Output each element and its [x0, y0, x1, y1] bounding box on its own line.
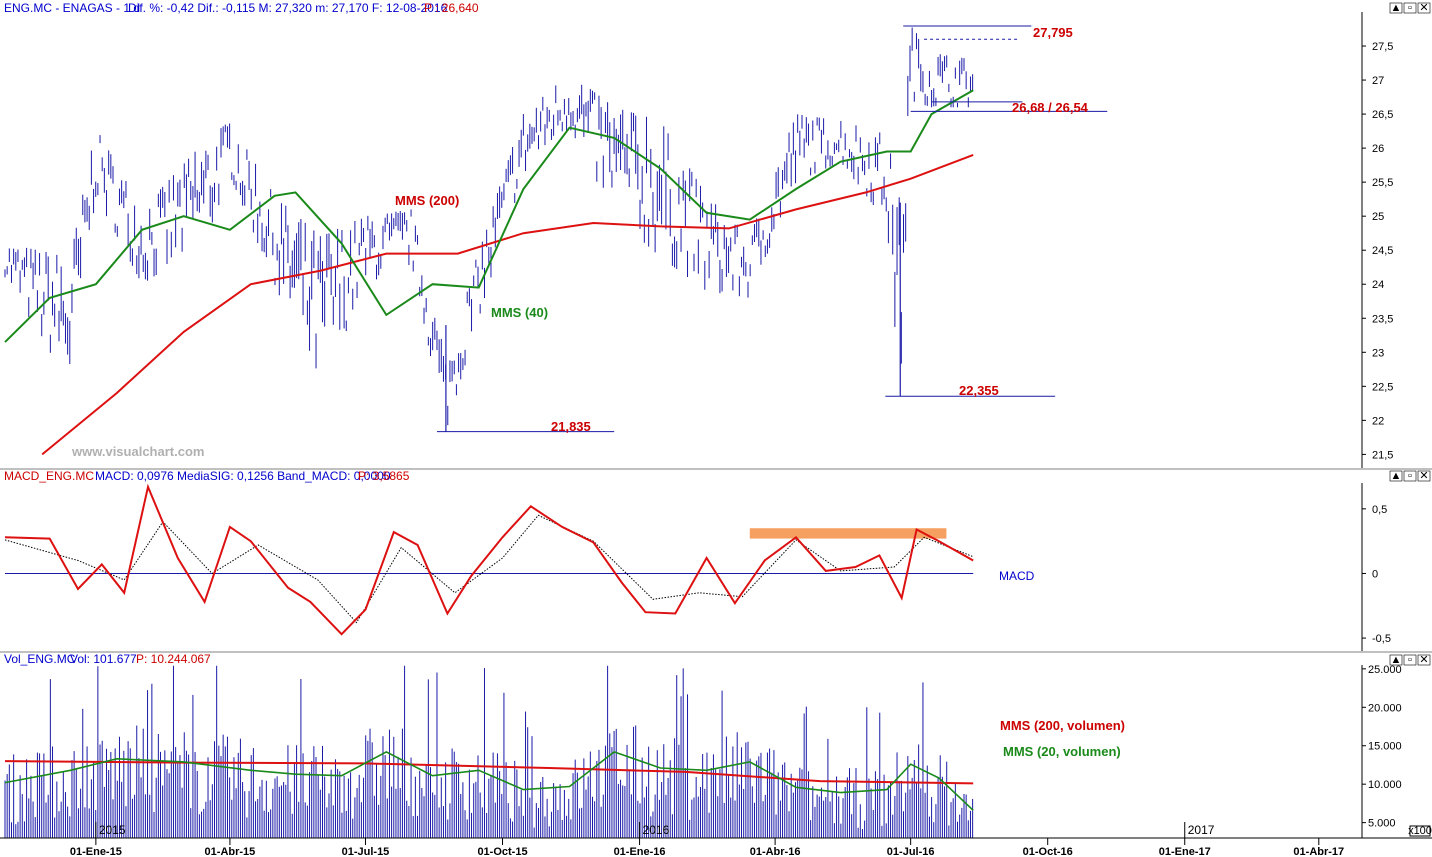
volume-restore-icon: ▫ — [1408, 654, 1412, 666]
macd-y-tick-label: -0,5 — [1372, 633, 1391, 645]
price-header-last: P : 26,640 — [424, 1, 479, 15]
price-y-tick-label: 24,5 — [1372, 245, 1393, 257]
x-tick-label: 01-Abr-15 — [205, 846, 256, 857]
macd-header-last: P: 3,5865 — [358, 469, 410, 483]
volume-restore-button[interactable] — [1403, 654, 1417, 666]
price-restore-button[interactable] — [1403, 2, 1417, 14]
panel-chrome: ▲ ▫ ✕ ▲ ▫ ✕ ▲ ▫ ✕ — [1389, 2, 1431, 666]
macd-close-icon: ✕ — [1419, 470, 1428, 482]
volume-header-last: P: 10.244.067 — [136, 652, 211, 666]
volume-mms20-line — [4, 750, 974, 811]
watermark: www.visualchart.com — [71, 444, 204, 459]
year-label: 2015 — [99, 823, 126, 837]
macd-restore-icon: ▫ — [1408, 470, 1412, 482]
price-y-tick-label: 27,5 — [1372, 41, 1393, 53]
price-header-stats: Dif. %: -0,42 Dif.: -0,115 M: 27,320 m: … — [128, 1, 448, 15]
mms40-line — [4, 89, 974, 343]
scale-badge: x100 — [1408, 825, 1432, 837]
year-label: 2017 — [1188, 823, 1215, 837]
x-axis: 01-Ene-15 01-Abr-15 01-Jul-15 01-Oct-15 01-E… — [0, 837, 1432, 857]
volume-mms200-label: MMS (200, volumen) — [1000, 718, 1125, 733]
annotation-support: 26,68 / 26,54 — [1012, 100, 1089, 115]
price-y-tick-label: 22,5 — [1372, 381, 1393, 393]
macd-up-button[interactable] — [1389, 470, 1403, 482]
volume-close-button[interactable] — [1417, 654, 1431, 666]
macd-y-tick-label: 0,5 — [1372, 504, 1387, 516]
x-tick-label: 01-Abr-17 — [1293, 846, 1344, 857]
x-tick-label: 01-Oct-15 — [477, 846, 527, 857]
volume-up-button[interactable] — [1389, 654, 1403, 666]
price-bars — [4, 27, 974, 426]
macd-header-name: MACD_ENG.MC — [4, 469, 94, 483]
macd-signal-line — [4, 514, 974, 624]
price-y-tick-label: 25 — [1372, 211, 1384, 223]
annotation-mms200: MMS (200) — [395, 193, 459, 208]
price-up-icon: ▲ — [1391, 2, 1402, 14]
price-up-button[interactable] — [1389, 2, 1403, 14]
annotation-low-jun: 22,355 — [959, 383, 999, 398]
price-y-tick-label: 22 — [1372, 415, 1384, 427]
x-tick-label: 01-Ene-17 — [1159, 846, 1211, 857]
volume-header-stats: Vol: 101.677 — [70, 652, 137, 666]
price-close-icon: ✕ — [1419, 2, 1428, 14]
price-y-tick-label: 21,5 — [1372, 449, 1393, 461]
x-tick-label: 01-Jul-15 — [342, 846, 390, 857]
volume-y-tick-label: 25.000 — [1368, 664, 1402, 676]
x-tick-label: 01-Ene-16 — [614, 846, 666, 857]
price-y-tick-label: 24 — [1372, 279, 1384, 291]
volume-y-tick-label: 10.000 — [1368, 779, 1402, 791]
mms200-line — [41, 153, 974, 456]
price-y-tick-label: 26 — [1372, 143, 1384, 155]
volume-bars — [4, 665, 974, 838]
price-y-tick-label: 27 — [1372, 75, 1384, 87]
x-tick-label: 01-Oct-16 — [1023, 846, 1073, 857]
x-tick-label: 01-Jul-16 — [887, 846, 935, 857]
annotation-high: 27,795 — [1033, 25, 1073, 40]
macd-up-icon: ▲ — [1391, 470, 1402, 482]
macd-panel: MACD_ENG.MC MACD: 0,0976 MediaSIG: 0,1256… — [0, 469, 1432, 653]
x-tick-label: 01-Abr-16 — [750, 846, 801, 857]
macd-label: MACD — [999, 569, 1035, 583]
annotation-mms40: MMS (40) — [491, 305, 548, 320]
scale-badge-box — [1409, 825, 1431, 837]
price-y-tick-label: 26,5 — [1372, 109, 1393, 121]
macd-line — [4, 483, 974, 636]
volume-mms20-label: MMS (20, volumen) — [1003, 744, 1121, 759]
price-restore-icon: ▫ — [1408, 2, 1412, 14]
x-tick-label: 01-Ene-15 — [70, 846, 122, 857]
volume-y-tick-label: 5.000 — [1368, 818, 1396, 830]
volume-header-name: Vol_ENG.MC — [4, 652, 76, 666]
price-y-tick-label: 23 — [1372, 347, 1384, 359]
volume-close-icon: ✕ — [1419, 654, 1428, 666]
volume-up-icon: ▲ — [1391, 654, 1402, 666]
annotation-low-aug: 21,835 — [551, 419, 591, 434]
macd-highlight-band — [749, 528, 947, 539]
macd-y-tick-label: 0 — [1372, 568, 1378, 580]
macd-restore-button[interactable] — [1403, 470, 1417, 482]
price-close-button[interactable] — [1417, 2, 1431, 14]
price-y-tick-label: 25,5 — [1372, 177, 1393, 189]
price-y-tick-label: 23,5 — [1372, 313, 1393, 325]
volume-y-tick-label: 20.000 — [1368, 702, 1402, 714]
price-header-symbol: ENG.MC - ENAGAS - 1 d — [4, 1, 140, 15]
year-label: 2016 — [643, 823, 670, 837]
volume-y-tick-label: 15.000 — [1368, 741, 1402, 753]
macd-close-button[interactable] — [1417, 470, 1431, 482]
macd-header-stats: MACD: 0,0976 MediaSIG: 0,1256 Band_MACD:… — [95, 469, 391, 483]
